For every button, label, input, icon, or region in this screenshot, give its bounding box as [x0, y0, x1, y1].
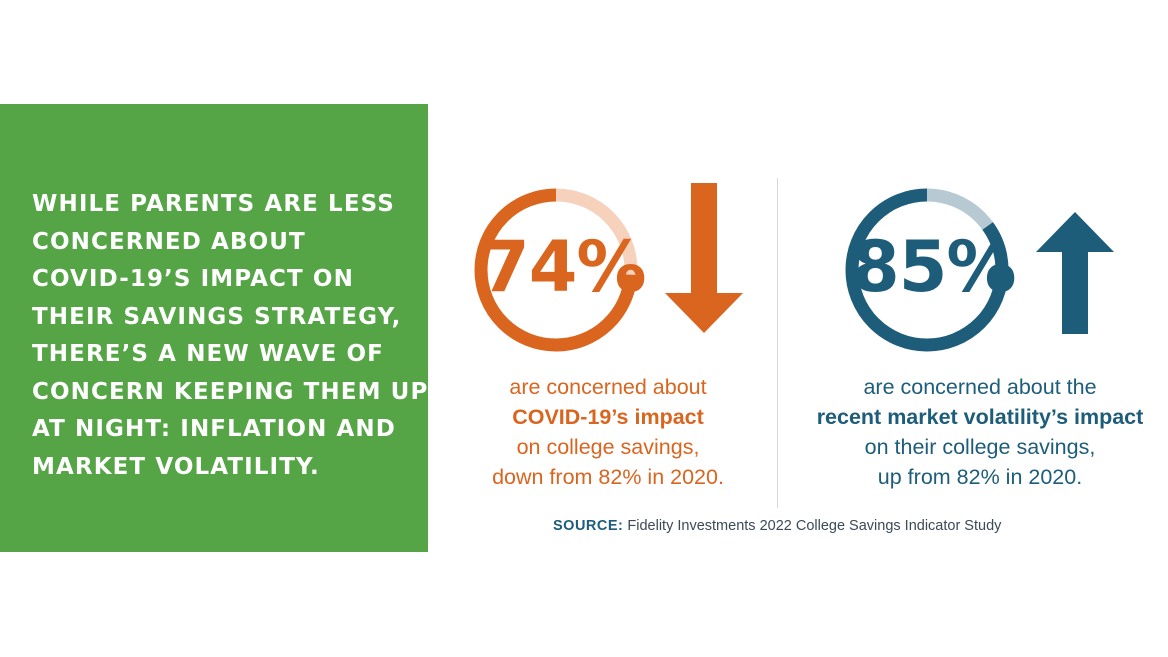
market-caption-line: up from 82% in 2020.	[877, 465, 1083, 489]
covid-caption-line: on college savings,	[516, 435, 700, 459]
headline-line: COVID-19’S IMPACT ON	[32, 266, 354, 292]
headline-line: THEIR SAVINGS STRATEGY,	[32, 303, 402, 330]
headline-line: CONCERNED ABOUT	[32, 228, 306, 255]
covid-caption-emphasis: COVID-19’s impact	[512, 405, 704, 429]
headline-line: MARKET VOLATILITY.	[32, 453, 320, 480]
headline-line: WHILE PARENTS ARE LESS	[32, 191, 395, 217]
covid-ring-progress	[474, 188, 638, 352]
covid-caption-line: are concerned about	[509, 375, 707, 399]
headline-line: THERE’S A NEW WAVE OF	[32, 341, 384, 367]
market-caption-line: are concerned about the	[863, 375, 1097, 399]
headline-text: WHILE PARENTS ARE LESS CONCERNED ABOUT C…	[32, 186, 429, 486]
market-caption: are concerned about the recent market vo…	[800, 372, 1160, 492]
market-caption-emphasis: recent market volatility’s impact	[816, 405, 1144, 429]
market-concern-ring	[845, 188, 1009, 352]
arrow-up-icon	[1036, 212, 1114, 334]
arrow-down-icon	[665, 183, 743, 333]
market-percent: 85%	[851, 226, 1017, 308]
source-label: SOURCE:	[553, 518, 624, 534]
headline-line: CONCERN KEEPING THEM UP	[32, 378, 429, 405]
covid-caption-line: down from 82% in 2020.	[492, 465, 724, 489]
market-caption-line: on their college savings,	[864, 435, 1096, 459]
source-note: SOURCE: Fidelity Investments 2022 Colleg…	[553, 518, 1001, 534]
headline-line: AT NIGHT: INFLATION AND	[32, 416, 396, 442]
headline-panel	[0, 104, 428, 552]
market-ring-progress	[845, 188, 1009, 352]
covid-caption: are concerned about COVID-19’s impact on…	[468, 372, 748, 492]
source-text: Fidelity Investments 2022 College Saving…	[627, 518, 1002, 534]
covid-concern-ring	[474, 188, 638, 352]
stat-divider	[777, 178, 778, 508]
covid-percent: 74%	[481, 226, 647, 308]
